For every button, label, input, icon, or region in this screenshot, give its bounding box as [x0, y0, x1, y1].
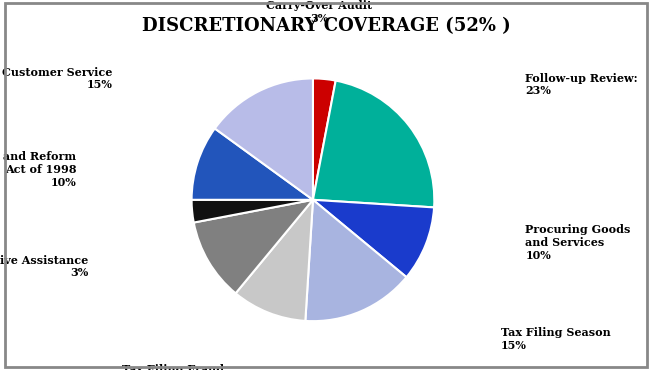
- Text: Customer Service
15%: Customer Service 15%: [3, 67, 113, 90]
- Wedge shape: [235, 200, 313, 321]
- Wedge shape: [305, 200, 406, 321]
- Wedge shape: [313, 81, 434, 208]
- Text: Investigative Assistance
3%: Investigative Assistance 3%: [0, 255, 89, 279]
- Text: Carry-Over Audit
3%: Carry-Over Audit 3%: [266, 0, 372, 24]
- Text: Tax Filing Fraud
11%: Tax Filing Fraud 11%: [123, 364, 224, 370]
- Wedge shape: [215, 78, 313, 200]
- Text: Restructuring and Reform
Act of 1998
10%: Restructuring and Reform Act of 1998 10%: [0, 151, 76, 188]
- Wedge shape: [192, 200, 313, 222]
- Wedge shape: [313, 200, 434, 277]
- Wedge shape: [192, 128, 313, 200]
- Text: Procuring Goods
and Services
10%: Procuring Goods and Services 10%: [526, 224, 630, 260]
- Wedge shape: [313, 78, 336, 200]
- Text: Follow-up Review:
23%: Follow-up Review: 23%: [526, 73, 638, 97]
- Text: Tax Filing Season
15%: Tax Filing Season 15%: [501, 327, 611, 351]
- Text: DISCRETIONARY COVERAGE (52% ): DISCRETIONARY COVERAGE (52% ): [141, 17, 511, 35]
- Wedge shape: [194, 200, 313, 293]
